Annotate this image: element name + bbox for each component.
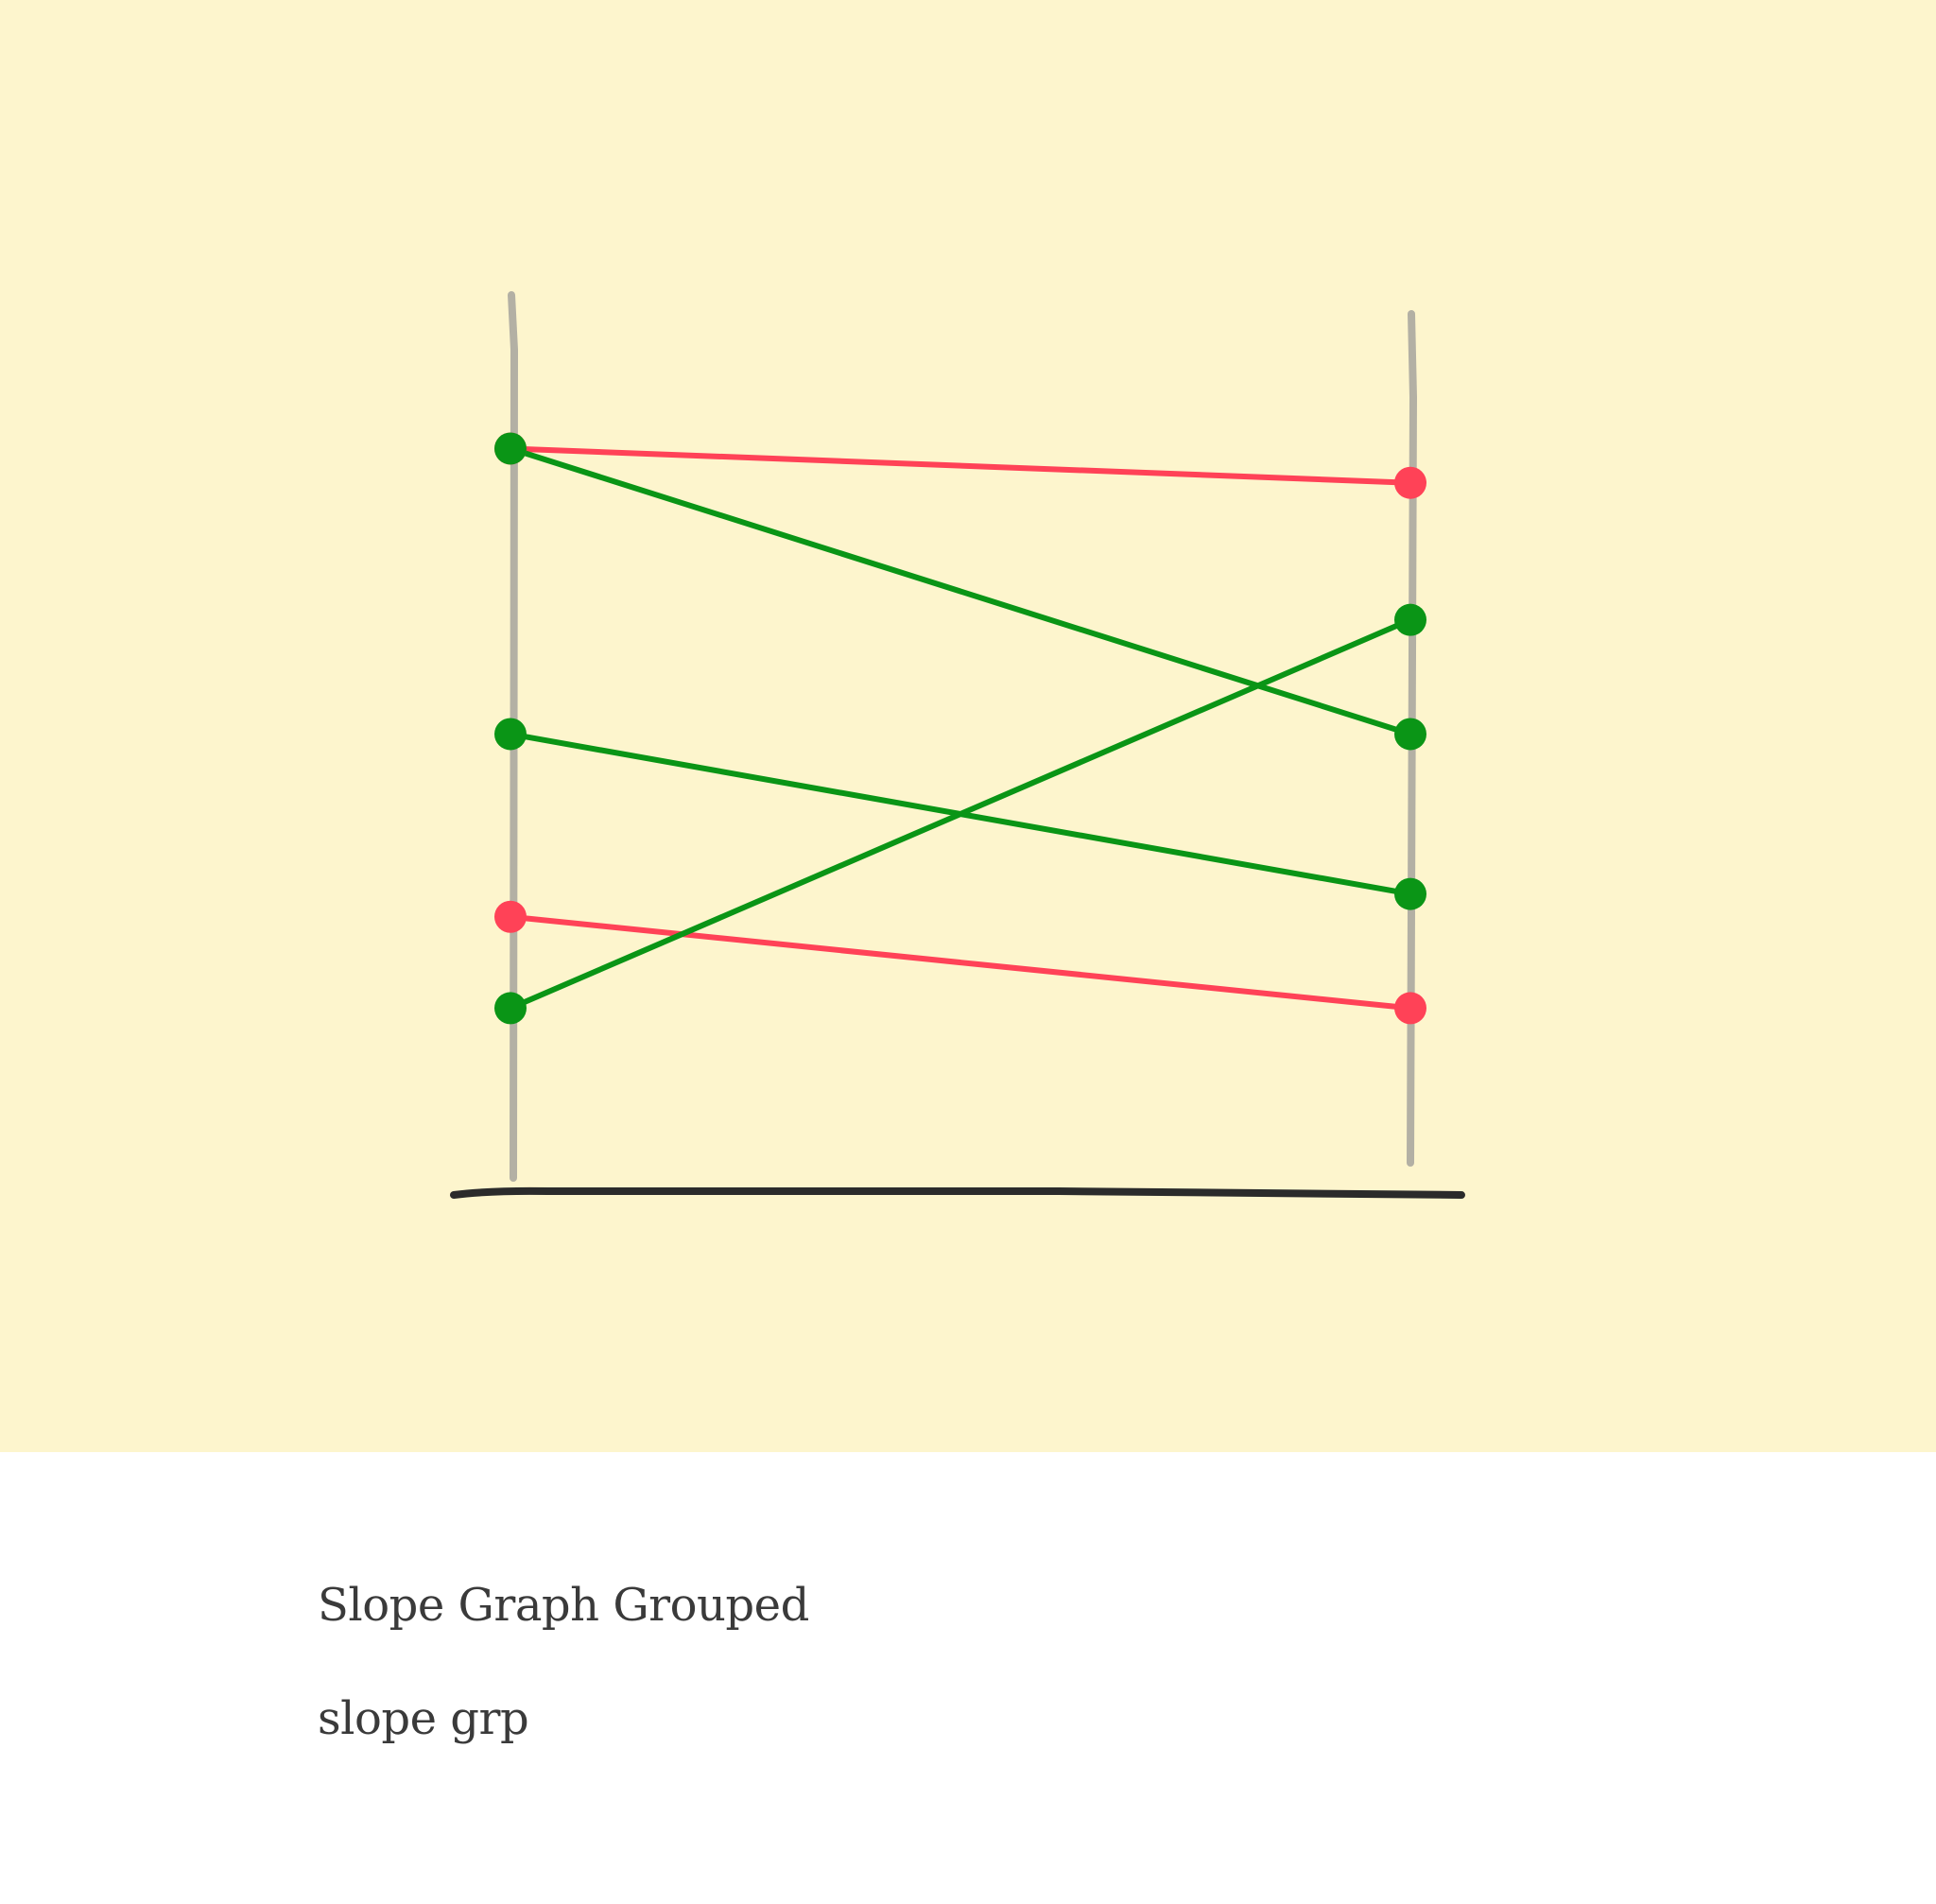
chart-panel — [0, 0, 1936, 1452]
slope-line-5 — [508, 616, 1413, 1012]
slope-lines — [508, 445, 1413, 1012]
slope-point-start-2 — [494, 432, 527, 465]
slope-point-end-3 — [1394, 877, 1426, 910]
slope-point-start-4 — [494, 900, 527, 933]
x-axis-baseline — [450, 1186, 1465, 1199]
chart-subtitle: slope grp — [318, 1692, 529, 1745]
slope-line-1 — [508, 445, 1413, 486]
slope-point-end-1 — [1394, 466, 1426, 499]
slope-point-start-3 — [494, 718, 527, 751]
slope-point-end-2 — [1394, 718, 1426, 751]
slope-point-end-5 — [1394, 603, 1426, 636]
chart-title: Slope Graph Grouped — [318, 1579, 809, 1632]
chart-background — [0, 0, 1936, 1452]
slope-line-4 — [508, 913, 1413, 1012]
slope-graph — [0, 0, 1936, 1452]
slope-points — [494, 432, 1426, 1025]
slope-point-start-5 — [494, 992, 527, 1025]
caption: Slope Graph Grouped slope grp — [318, 1577, 1641, 1747]
slope-point-end-4 — [1394, 992, 1426, 1025]
